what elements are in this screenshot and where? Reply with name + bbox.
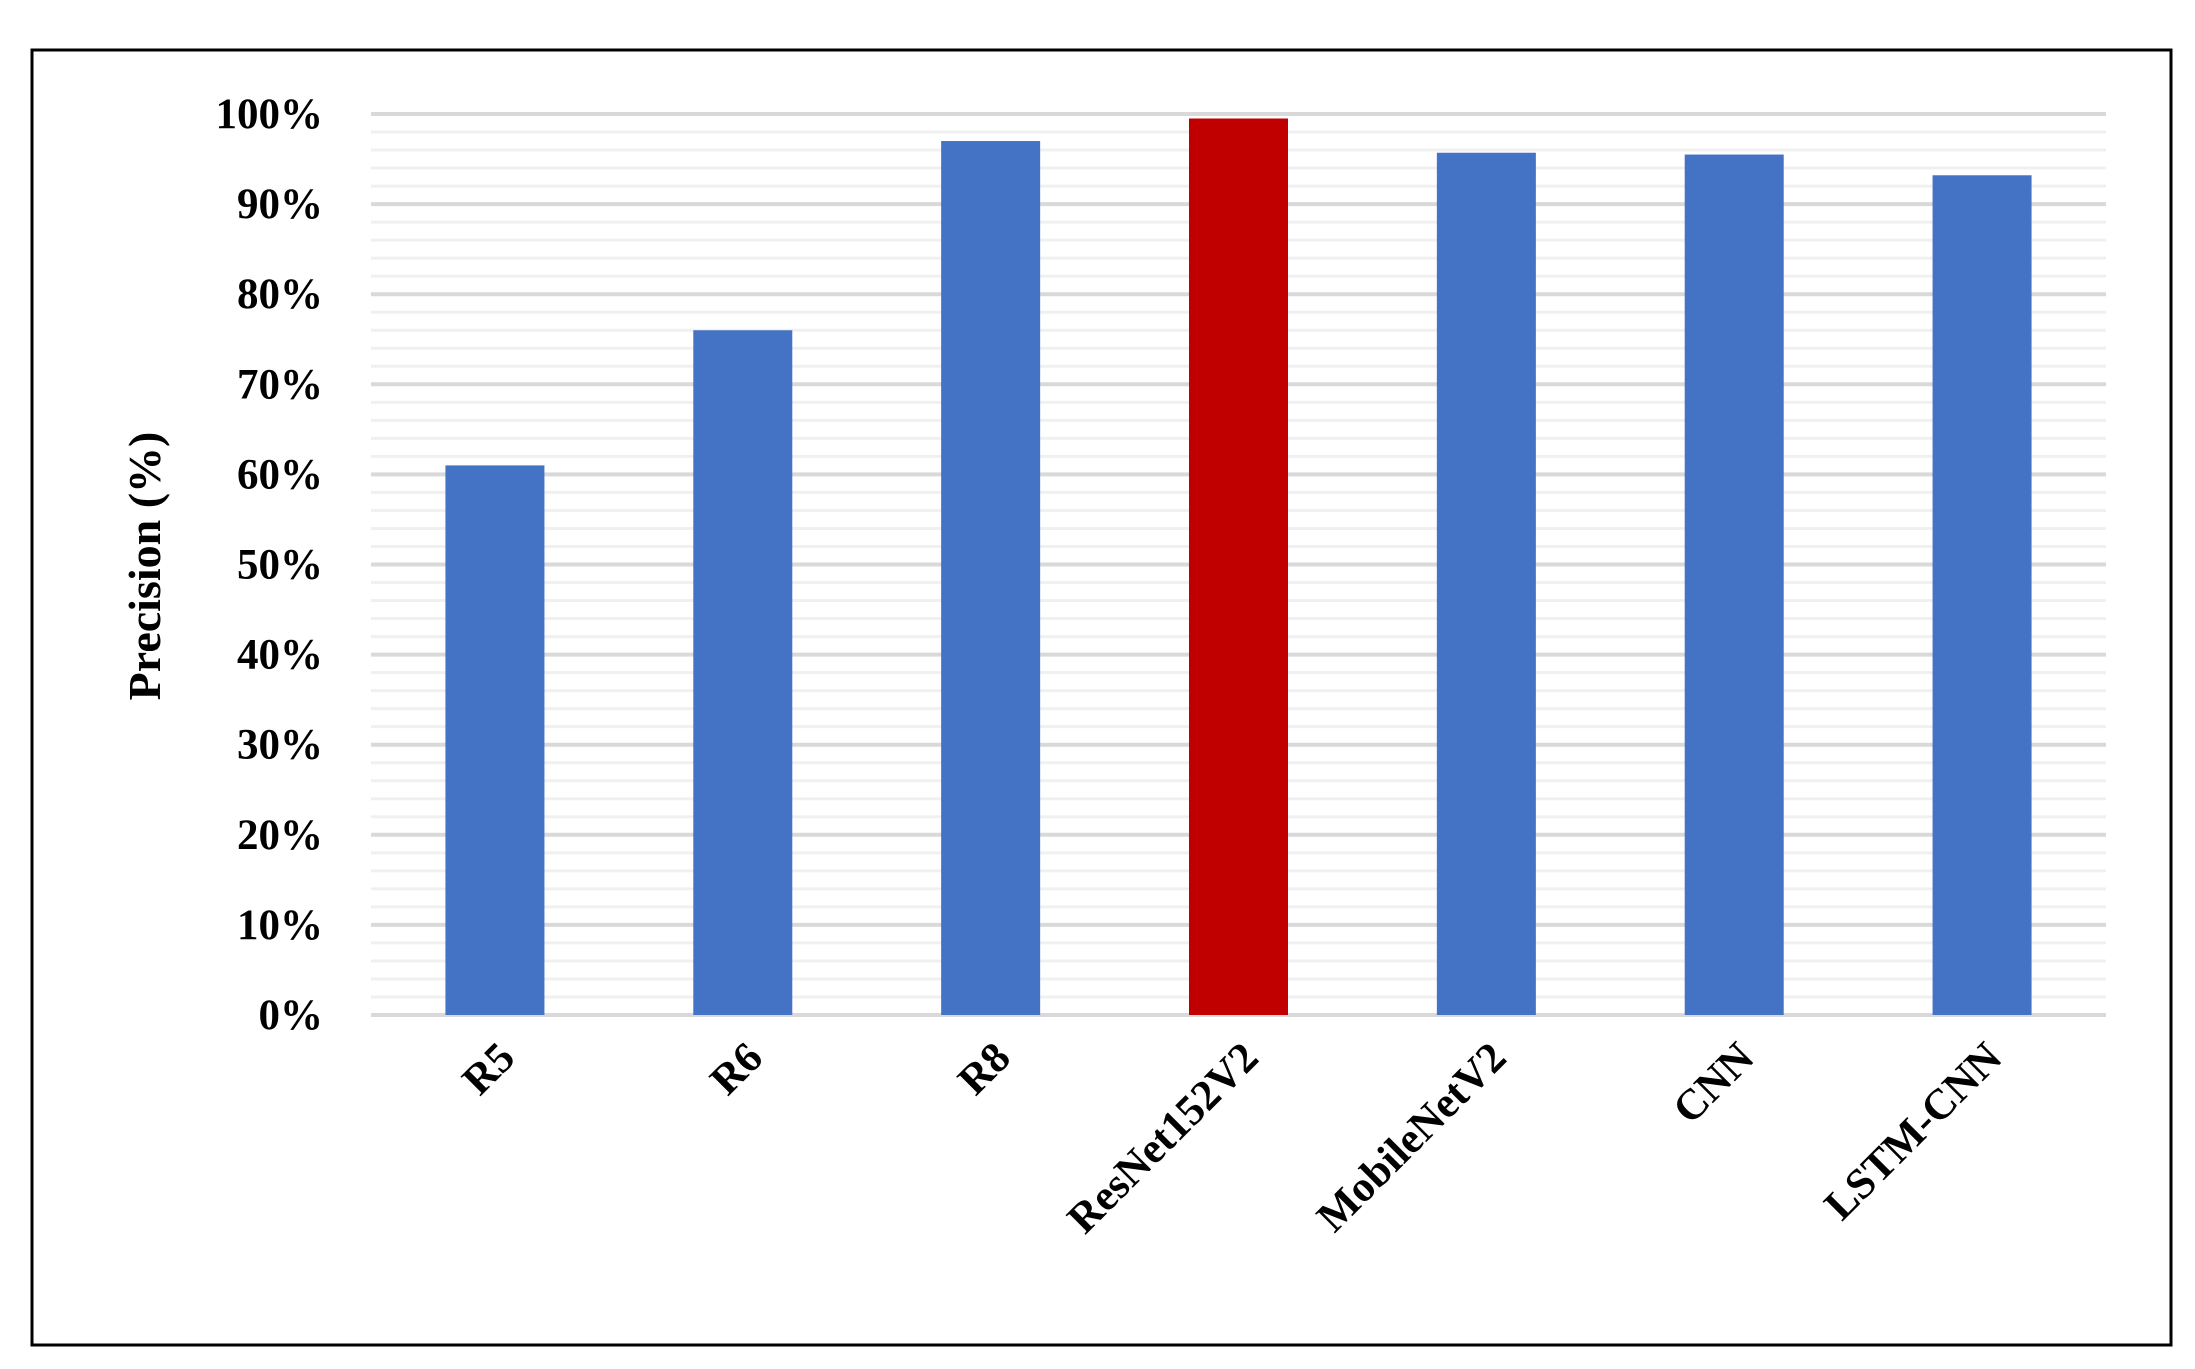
y-tick-label: 50%	[237, 542, 323, 589]
y-axis-title: Precision (%)	[119, 432, 170, 701]
y-tick-label: 80%	[237, 271, 323, 318]
bar-resnet152v2	[1189, 118, 1288, 1015]
y-tick-label: 10%	[237, 902, 323, 949]
y-tick-label: 0%	[259, 992, 324, 1039]
bar-mobilenetv2	[1436, 152, 1536, 1016]
y-tick-label: 90%	[237, 181, 323, 228]
bar-r6	[693, 330, 793, 1015]
y-tick-label: 70%	[237, 361, 323, 408]
y-tick-label: 30%	[237, 722, 323, 769]
bars	[445, 118, 2032, 1016]
bar-cnn	[1684, 154, 1784, 1016]
chart-frame	[30, 48, 2173, 1347]
y-tick-label: 40%	[237, 632, 323, 679]
y-tick-labels: 0% 10% 20% 30% 40% 50% 60% 70% 80% 90% 100%	[216, 91, 324, 1039]
bar-lstm-cnn	[1932, 175, 2032, 1015]
bar-r5	[445, 465, 545, 1015]
bar-r8	[941, 141, 1041, 1015]
y-tick-label: 20%	[237, 812, 323, 859]
y-tick-label: 100%	[216, 91, 324, 138]
y-tick-label: 60%	[237, 451, 323, 498]
